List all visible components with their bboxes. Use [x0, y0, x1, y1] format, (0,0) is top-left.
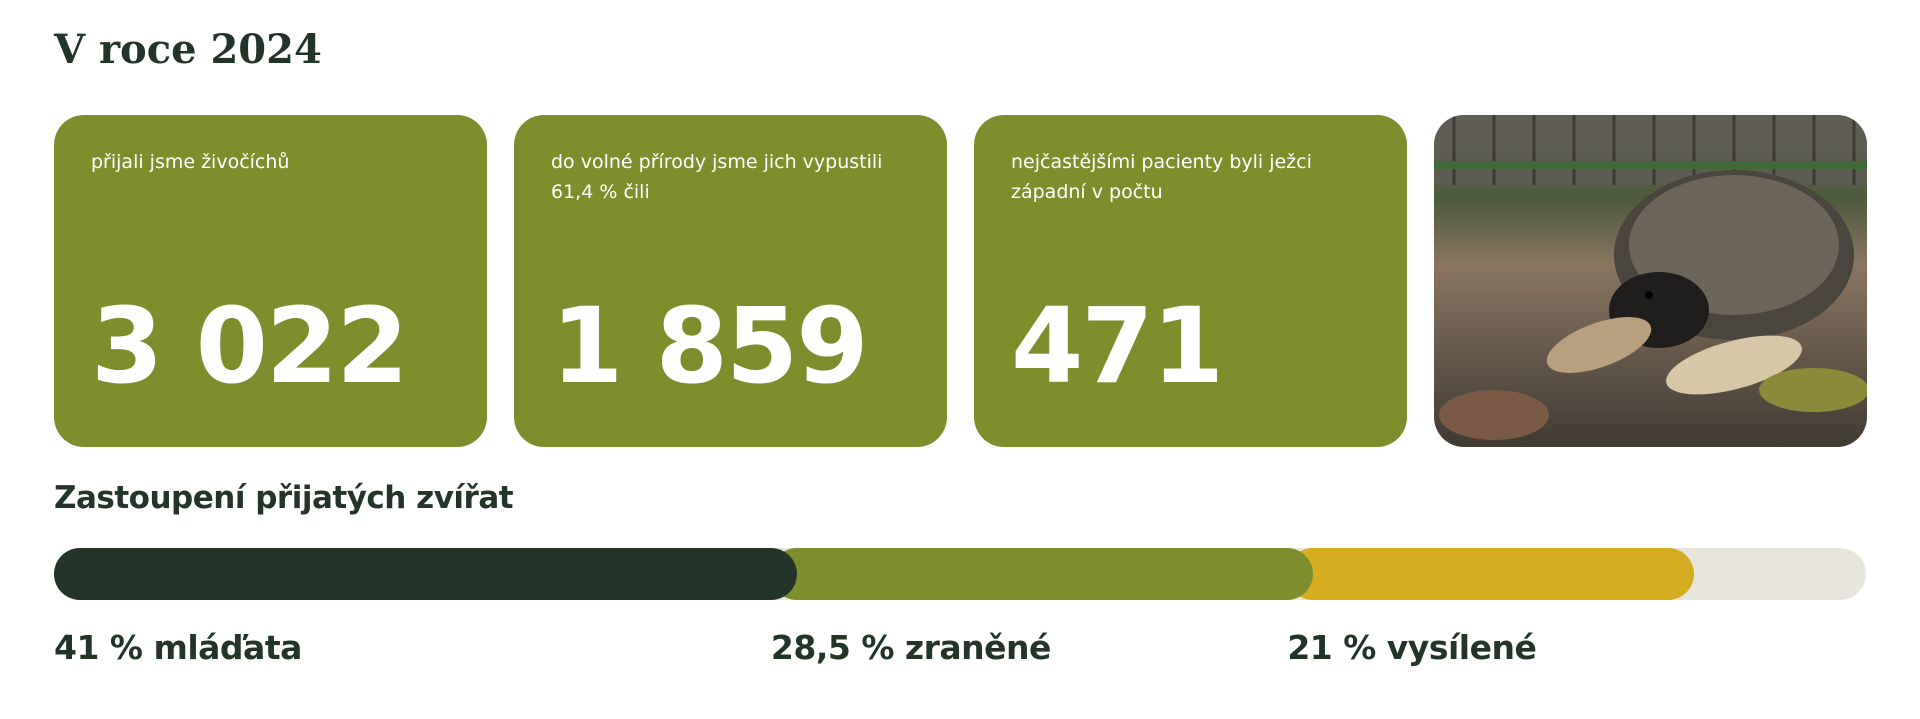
stat-label: nejčastějšími pacienty byli ježci západn…: [1011, 151, 1312, 203]
stat-card: přijali jsme živočíchů 3 022: [54, 115, 487, 447]
section-title: Zastoupení přijatých zvířat: [54, 480, 514, 516]
bar-segment: [54, 548, 797, 600]
stat-number: 471: [1011, 285, 1224, 407]
stat-number: 3 022: [91, 285, 409, 407]
segment-label: 28,5 % zraněné: [770, 628, 1051, 667]
stat-label: do volné přírody jsme jich vypustili 61,…: [551, 151, 883, 203]
stat-number: 1 859: [551, 285, 869, 407]
segment-label: 41 % mláďata: [54, 628, 302, 667]
stacked-bar: [54, 548, 1866, 600]
segment-label: 21 % vysílené: [1287, 628, 1537, 667]
stat-label: přijali jsme živočíchů: [91, 151, 290, 173]
page-title: V roce 2024: [54, 26, 322, 73]
hedgehog-photo: [1434, 115, 1867, 447]
stat-card: do volné přírody jsme jich vypustili 61,…: [514, 115, 947, 447]
bar-segment: [1287, 548, 1694, 600]
bar-segment: [770, 548, 1314, 600]
stat-card: nejčastějšími pacienty byli ježci západn…: [974, 115, 1407, 447]
